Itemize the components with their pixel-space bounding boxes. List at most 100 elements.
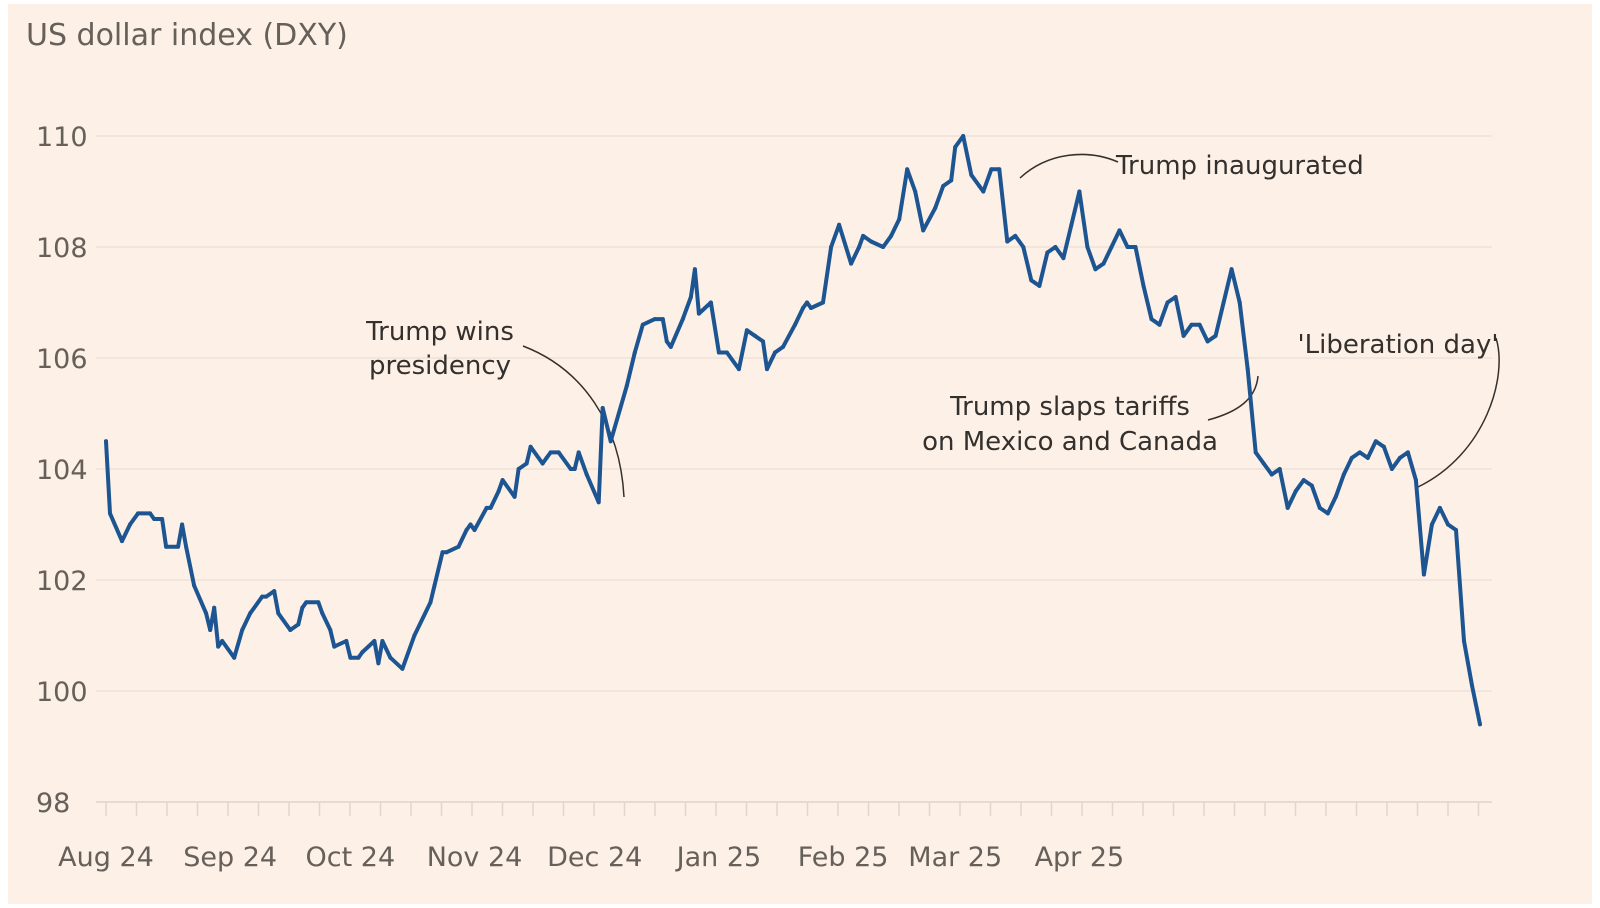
data-point: [584, 472, 589, 477]
x-tick-label: Mar 25: [908, 842, 1002, 873]
y-tick-label: 98: [36, 788, 70, 819]
annotation-text: Trump slaps tariffs: [949, 392, 1190, 422]
x-tick-label: Sep 24: [183, 842, 277, 873]
data-point: [388, 655, 393, 660]
data-point: [356, 655, 361, 660]
data-point: [1109, 245, 1114, 249]
data-point: [1341, 472, 1346, 477]
data-point: [897, 217, 902, 222]
data-point: [556, 450, 561, 455]
data-point: [128, 522, 132, 527]
data-point: [716, 350, 721, 355]
annotation-leader-line: [1417, 337, 1500, 488]
data-point: [216, 644, 221, 649]
x-axis: [96, 801, 1492, 816]
data-point: [512, 494, 517, 499]
data-point: [568, 467, 573, 471]
data-point: [524, 461, 529, 466]
data-point: [805, 300, 809, 305]
y-tick-label: 110: [36, 122, 88, 153]
data-point: [1349, 455, 1354, 460]
data-point: [148, 511, 153, 516]
data-point: [692, 267, 697, 272]
data-point: [104, 439, 108, 444]
series-line-dxy: [104, 134, 1482, 727]
data-point: [1021, 245, 1026, 249]
data-point: [1293, 489, 1298, 494]
data-point: [997, 167, 1002, 172]
data-point: [464, 528, 469, 532]
data-point: [1462, 639, 1466, 643]
data-point: [1478, 722, 1482, 727]
y-axis-tick-labels: 110 108 106 104 102 100 98: [36, 122, 88, 819]
data-point: [192, 583, 197, 588]
data-point: [1197, 322, 1202, 327]
data-point: [961, 134, 966, 138]
data-point: [456, 544, 461, 549]
data-point: [572, 467, 577, 471]
y-tick-label: 104: [36, 455, 88, 486]
x-tick-label: Oct 24: [306, 842, 396, 873]
data-point: [881, 245, 886, 249]
data-point: [889, 233, 894, 238]
data-point: [1269, 472, 1274, 477]
data-point: [1093, 267, 1098, 272]
data-point: [1141, 283, 1146, 288]
data-point: [1029, 278, 1034, 283]
data-point: [905, 167, 910, 172]
data-point: [184, 544, 189, 549]
y-tick-label: 106: [36, 344, 88, 375]
data-point: [989, 167, 994, 172]
data-point: [372, 639, 377, 643]
data-point: [1005, 239, 1010, 244]
data-point: [869, 239, 874, 244]
data-point: [921, 228, 926, 233]
data-point: [136, 511, 140, 516]
data-point: [981, 189, 986, 194]
data-point: [240, 628, 245, 632]
data-point: [548, 450, 553, 455]
data-point: [1397, 455, 1402, 460]
data-point: [977, 184, 982, 188]
data-point: [1405, 450, 1410, 455]
y-tick-label: 108: [36, 233, 88, 264]
data-point: [696, 311, 701, 316]
data-point: [793, 322, 797, 327]
data-point: [496, 489, 501, 494]
data-point: [1125, 245, 1130, 249]
annotation-leader-line: [1207, 375, 1259, 421]
annotations: Trump wins presidency Trump inaugurated Tru…: [365, 151, 1500, 498]
data-point: [348, 655, 353, 660]
data-point: [1429, 522, 1434, 527]
data-point: [1245, 367, 1250, 372]
data-point: [304, 600, 309, 605]
annotation-leader-line: [1019, 153, 1119, 179]
data-point: [296, 622, 301, 627]
data-point: [1149, 317, 1154, 322]
data-point: [1229, 267, 1234, 272]
data-point: [484, 505, 489, 510]
data-point: [1061, 256, 1066, 261]
data-point: [1261, 461, 1266, 466]
data-point: [744, 328, 749, 333]
data-point: [969, 172, 974, 177]
data-point: [316, 600, 321, 605]
annotation-text: presidency: [369, 351, 511, 381]
data-point: [1117, 228, 1122, 233]
data-point: [849, 261, 854, 266]
data-point: [160, 517, 165, 521]
data-point: [640, 322, 645, 327]
data-point: [412, 633, 417, 638]
data-point: [1301, 478, 1306, 483]
x-tick-label: Apr 25: [1035, 842, 1125, 873]
data-point: [164, 544, 169, 549]
x-tick-label: Feb 25: [798, 842, 889, 873]
data-point: [708, 300, 713, 305]
data-point: [949, 178, 954, 183]
y-tick-label: 102: [36, 566, 88, 597]
data-point: [933, 206, 938, 211]
data-point: [829, 245, 834, 249]
data-point: [108, 511, 112, 516]
data-point: [688, 295, 693, 299]
data-point: [1413, 478, 1418, 483]
